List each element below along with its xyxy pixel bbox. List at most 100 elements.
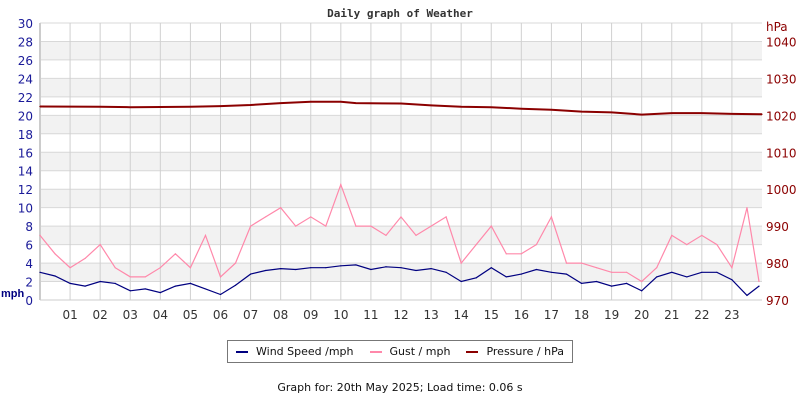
data-point-gust bbox=[355, 225, 357, 227]
left-axis-unit: mph bbox=[1, 288, 25, 300]
right-tick-label: 1020 bbox=[766, 109, 797, 123]
data-point-gust bbox=[580, 262, 583, 264]
left-tick-label: 6 bbox=[25, 239, 33, 253]
data-point-wind bbox=[114, 282, 116, 284]
data-point-wind bbox=[174, 285, 176, 287]
data-point-gust bbox=[430, 225, 432, 227]
x-tick-label: 13 bbox=[423, 308, 438, 322]
data-point-wind bbox=[475, 277, 477, 279]
chart-title: Daily graph of Weather bbox=[327, 7, 473, 20]
x-tick-label: 22 bbox=[694, 308, 709, 322]
data-point-wind bbox=[385, 266, 387, 268]
data-point-pressure bbox=[671, 112, 673, 114]
data-point-wind bbox=[746, 294, 748, 296]
data-point-wind bbox=[340, 265, 342, 267]
data-point-gust bbox=[550, 216, 553, 218]
data-point-pressure bbox=[355, 102, 357, 104]
data-point-gust bbox=[641, 280, 643, 283]
data-point-pressure bbox=[731, 113, 733, 115]
x-tick-label: 03 bbox=[123, 308, 138, 322]
data-point-wind bbox=[565, 273, 568, 275]
data-point-wind bbox=[325, 267, 327, 269]
data-point-gust bbox=[460, 262, 462, 264]
left-tick-label: 2 bbox=[25, 276, 33, 290]
data-point-wind bbox=[460, 280, 462, 283]
data-point-gust bbox=[129, 276, 131, 278]
legend: Wind Speed /mph Gust / mph Pressure / hP… bbox=[227, 340, 573, 363]
data-point-wind bbox=[520, 273, 522, 275]
x-tick-label: 23 bbox=[724, 308, 739, 322]
pressure-swatch bbox=[466, 350, 479, 353]
right-tick-label: 1030 bbox=[766, 72, 797, 86]
data-point-wind bbox=[280, 268, 282, 270]
data-point-gust bbox=[671, 234, 673, 236]
data-point-pressure bbox=[400, 102, 402, 105]
x-tick-label: 05 bbox=[183, 308, 198, 322]
data-point-gust bbox=[535, 244, 537, 246]
data-point-gust bbox=[758, 280, 760, 283]
data-point-gust bbox=[99, 244, 101, 246]
data-point-gust bbox=[249, 225, 252, 227]
left-tick-label: 16 bbox=[18, 146, 33, 160]
data-point-pressure bbox=[460, 106, 462, 108]
x-tick-label: 06 bbox=[213, 308, 228, 322]
data-point-pressure bbox=[280, 102, 282, 104]
left-tick-label: 10 bbox=[18, 202, 33, 216]
data-point-gust bbox=[219, 276, 222, 278]
data-point-wind bbox=[144, 288, 146, 290]
data-point-pressure bbox=[641, 113, 643, 116]
left-tick-label: 12 bbox=[18, 183, 33, 197]
x-tick-label: 08 bbox=[273, 308, 288, 322]
data-point-wind bbox=[671, 271, 673, 273]
right-tick-label: 1040 bbox=[766, 35, 797, 49]
data-point-wind bbox=[159, 292, 161, 294]
data-point-wind bbox=[310, 267, 312, 269]
data-point-gust bbox=[39, 234, 41, 236]
left-tick-label: 8 bbox=[25, 220, 33, 234]
data-point-wind bbox=[686, 276, 688, 278]
data-point-gust bbox=[520, 253, 522, 255]
data-point-wind bbox=[505, 276, 507, 278]
data-point-wind bbox=[626, 282, 628, 284]
left-tick-label: 20 bbox=[18, 109, 33, 123]
left-tick-label: 24 bbox=[18, 72, 33, 86]
left-tick-label: 18 bbox=[18, 128, 33, 142]
data-point-wind bbox=[295, 268, 297, 271]
data-point-gust bbox=[656, 267, 658, 269]
data-point-gust bbox=[595, 267, 598, 269]
data-point-gust bbox=[370, 225, 372, 227]
gust-swatch bbox=[369, 350, 382, 353]
data-point-gust bbox=[54, 253, 56, 255]
x-tick-label: 07 bbox=[243, 308, 258, 322]
data-point-gust bbox=[265, 216, 267, 218]
data-point-gust bbox=[340, 183, 342, 186]
data-point-wind bbox=[400, 267, 402, 269]
x-tick-label: 20 bbox=[634, 308, 649, 322]
data-point-pressure bbox=[310, 101, 312, 103]
data-point-pressure bbox=[340, 101, 342, 103]
right-tick-label: 1000 bbox=[766, 183, 797, 197]
data-point-wind bbox=[445, 271, 447, 273]
right-tick-label: 970 bbox=[766, 294, 789, 308]
data-point-wind bbox=[430, 268, 432, 270]
data-point-wind bbox=[204, 288, 207, 290]
data-point-pressure bbox=[580, 111, 583, 113]
data-point-wind bbox=[370, 268, 372, 271]
right-tick-label: 980 bbox=[766, 257, 789, 271]
x-tick-label: 15 bbox=[484, 308, 499, 322]
wind-swatch bbox=[236, 350, 248, 353]
data-point-gust bbox=[144, 276, 146, 278]
data-point-gust bbox=[565, 262, 568, 264]
data-point-gust bbox=[69, 267, 71, 269]
data-point-wind bbox=[39, 271, 41, 273]
data-point-gust bbox=[234, 262, 237, 264]
left-tick-label: 30 bbox=[18, 17, 33, 31]
data-point-wind bbox=[355, 264, 357, 266]
data-point-pressure bbox=[430, 104, 432, 106]
data-point-gust bbox=[701, 234, 703, 236]
data-point-pressure bbox=[249, 104, 252, 106]
data-point-wind bbox=[415, 269, 417, 272]
left-tick-label: 22 bbox=[18, 91, 33, 105]
left-tick-label: 26 bbox=[18, 54, 33, 68]
data-point-gust bbox=[174, 253, 176, 255]
